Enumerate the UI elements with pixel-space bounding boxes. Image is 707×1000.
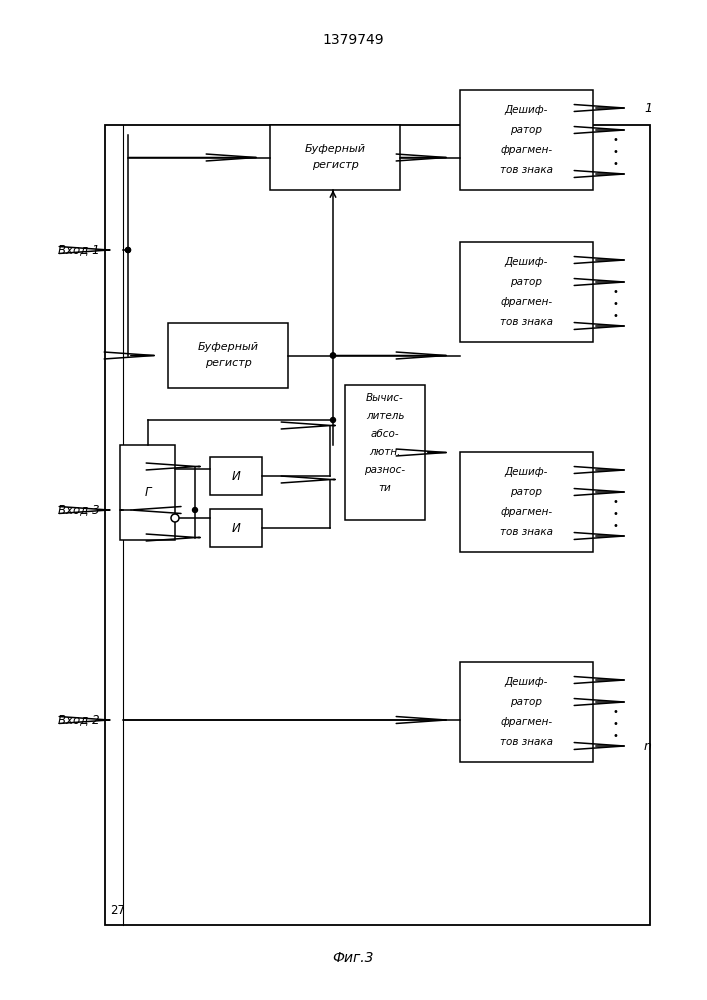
Text: Вход 3: Вход 3 [59, 504, 100, 516]
Text: n: n [644, 740, 652, 752]
Text: Г: Г [144, 486, 151, 499]
Bar [105, 125, 650, 925]
Circle shape [330, 418, 336, 422]
Text: регистр: регистр [312, 160, 358, 170]
Text: тов знака: тов знака [500, 527, 553, 537]
Text: фрагмен-: фрагмен- [501, 717, 553, 727]
Text: Вход 1: Вход 1 [59, 243, 100, 256]
Text: 27: 27 [110, 904, 125, 917]
Text: ратор: ратор [510, 277, 542, 287]
Circle shape [126, 247, 131, 252]
Bar [460, 90, 593, 190]
Bar [120, 445, 175, 540]
Text: •
•
•: • • • [612, 135, 618, 169]
Text: •
•
•: • • • [612, 287, 618, 321]
Text: Дешиф-: Дешиф- [505, 677, 548, 687]
Text: ратор: ратор [510, 487, 542, 497]
Text: Буферный: Буферный [305, 144, 366, 154]
Text: Дешиф-: Дешиф- [505, 105, 548, 115]
Text: Фиг.3: Фиг.3 [332, 951, 374, 965]
Text: Дешиф-: Дешиф- [505, 467, 548, 477]
Bar [460, 242, 593, 342]
Text: ратор: ратор [510, 125, 542, 135]
Text: ти: ти [379, 483, 392, 493]
Text: Вход 2: Вход 2 [59, 714, 100, 726]
Bar [460, 452, 593, 552]
Text: лютн.: лютн. [369, 447, 401, 457]
Text: разнос-: разнос- [364, 465, 406, 475]
Text: литель: литель [366, 411, 404, 421]
Text: тов знака: тов знака [500, 165, 553, 175]
Bar [210, 509, 262, 547]
Text: •
•
•: • • • [612, 707, 618, 741]
Circle shape [330, 353, 336, 358]
Text: фрагмен-: фрагмен- [501, 507, 553, 517]
Bar [270, 125, 400, 190]
Circle shape [171, 514, 179, 522]
Text: Дешиф-: Дешиф- [505, 257, 548, 267]
Text: И: И [232, 470, 240, 483]
Text: фрагмен-: фрагмен- [501, 297, 553, 307]
Text: регистр: регистр [204, 359, 252, 368]
Circle shape [126, 247, 131, 252]
Circle shape [192, 508, 197, 512]
Bar [345, 385, 425, 520]
Text: тов знака: тов знака [500, 737, 553, 747]
Text: фрагмен-: фрагмен- [501, 145, 553, 155]
Circle shape [330, 353, 336, 358]
Text: ратор: ратор [510, 697, 542, 707]
Text: Буферный: Буферный [197, 342, 259, 353]
Text: •
•
•: • • • [612, 497, 618, 531]
Text: абсо-: абсо- [370, 429, 399, 439]
Text: Вычис-: Вычис- [366, 393, 404, 403]
Text: тов знака: тов знака [500, 317, 553, 327]
Text: 1379749: 1379749 [322, 33, 384, 47]
Bar [210, 457, 262, 495]
Bar [460, 662, 593, 762]
Text: И: И [232, 522, 240, 534]
Bar [168, 323, 288, 388]
Text: 1: 1 [644, 102, 652, 114]
